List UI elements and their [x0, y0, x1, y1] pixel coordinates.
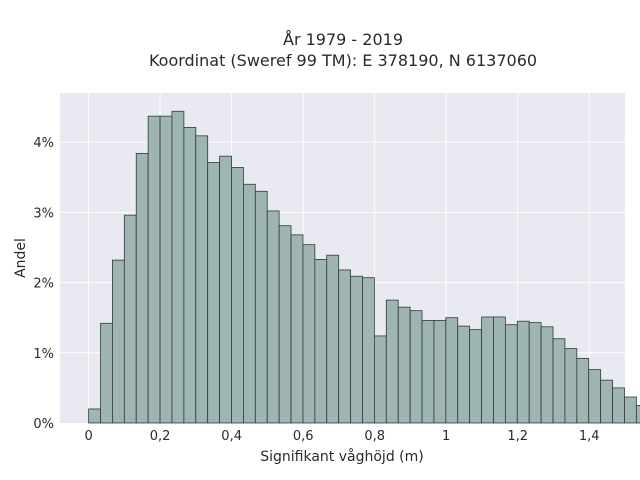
histogram-bar — [470, 330, 482, 423]
histogram-bar — [136, 153, 148, 423]
x-axis-label: Signifikant våghöjd (m) — [260, 448, 423, 465]
histogram-bar — [327, 255, 339, 423]
histogram-bar — [541, 327, 553, 423]
histogram-bar — [613, 388, 625, 423]
histogram-bar — [112, 260, 124, 423]
histogram-bar — [315, 259, 327, 423]
y-tick-label: 3% — [33, 206, 54, 221]
histogram-bar — [220, 156, 232, 423]
histogram-bar — [636, 405, 640, 423]
histogram-bar — [505, 325, 517, 423]
histogram-bar — [279, 226, 291, 423]
histogram-bar — [398, 307, 410, 423]
chart-subtitle: Koordinat (Sweref 99 TM): E 378190, N 61… — [149, 51, 537, 70]
x-tick-label: 0,2 — [150, 429, 171, 444]
histogram-bar — [517, 321, 529, 423]
histogram-bar — [255, 191, 267, 423]
histogram-bar — [148, 116, 160, 423]
histogram-bar — [624, 397, 636, 423]
histogram-bar — [482, 317, 494, 423]
histogram-bar — [601, 380, 613, 423]
histogram-bar — [386, 300, 398, 423]
y-tick-label: 2% — [33, 277, 54, 292]
histogram-bar — [493, 317, 505, 423]
histogram-bar — [529, 323, 541, 423]
histogram-bar — [553, 339, 565, 423]
y-tick-label: 4% — [33, 136, 54, 151]
x-tick-label: 0,6 — [293, 429, 314, 444]
histogram-bar — [362, 278, 374, 423]
histogram-bar — [196, 136, 208, 423]
histogram-bar — [458, 326, 470, 423]
histogram-bar — [160, 116, 172, 423]
x-tick-label: 1 — [442, 429, 450, 444]
histogram-bar — [434, 320, 446, 423]
histogram-bar — [410, 311, 422, 423]
histogram-bar — [339, 270, 351, 423]
histogram-bar — [422, 320, 434, 423]
histogram-bar — [89, 409, 101, 423]
histogram-bar — [232, 167, 244, 423]
chart-title: År 1979 - 2019 — [283, 30, 403, 49]
x-axis-ticks: 0 0,2 0,4 0,6 0,8 1 1,2 1,4 — [84, 429, 599, 444]
histogram-bar — [589, 370, 601, 423]
histogram-bar — [374, 336, 386, 423]
y-tick-label: 0% — [33, 417, 54, 432]
x-tick-label: 0,4 — [221, 429, 242, 444]
y-axis-label: Andel — [13, 238, 29, 278]
histogram-bar — [172, 111, 184, 423]
x-tick-label: 0,8 — [364, 429, 385, 444]
histogram-bar — [184, 127, 196, 423]
histogram-bar — [208, 163, 220, 423]
x-tick-label: 1,2 — [507, 429, 528, 444]
histogram-bar — [267, 211, 279, 423]
histogram-bar — [565, 349, 577, 423]
histogram-bar — [243, 184, 255, 423]
histogram-bar — [124, 215, 136, 423]
x-tick-label: 1,4 — [579, 429, 600, 444]
x-tick-label: 0 — [84, 429, 92, 444]
histogram-bar — [303, 245, 315, 423]
y-tick-label: 1% — [33, 347, 54, 362]
histogram-bar — [291, 235, 303, 423]
histogram-bar — [101, 323, 113, 423]
histogram-bar — [577, 358, 589, 423]
histogram-bar — [446, 318, 458, 423]
histogram-bar — [351, 276, 363, 423]
y-axis-ticks: 0% 1% 2% 3% 4% — [33, 136, 54, 432]
